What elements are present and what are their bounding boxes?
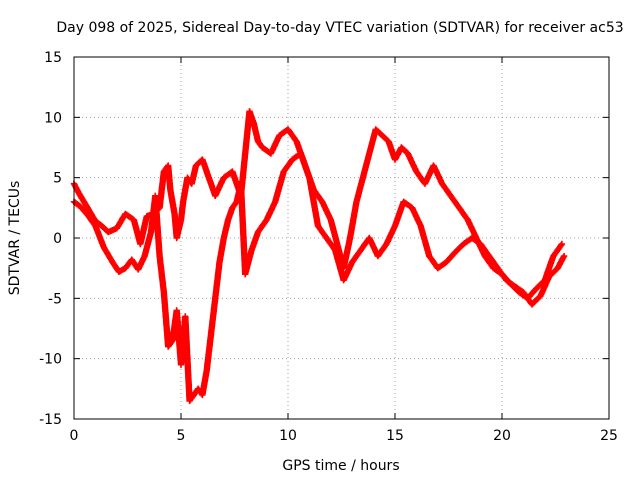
y-tick-label: 10 [44,110,62,126]
y-tick-label: 5 [53,171,62,187]
chart-title: Day 098 of 2025, Sidereal Day-to-day VTE… [56,20,623,36]
y-tick-label: 15 [44,50,62,66]
y-axis-label: SDTVAR / TECUs [7,181,23,296]
series-2-markers [70,150,568,405]
series-1-markers [70,108,566,302]
y-tick-label: -10 [39,352,62,368]
x-tick-label: 20 [493,428,511,444]
x-tick-label: 10 [279,428,297,444]
y-tick-label: 0 [53,231,62,247]
x-tick-label: 25 [600,428,618,444]
y-tick-label: -15 [39,412,62,428]
axis-ticks: 0 5 10 15 20 25 -15 -10 -5 0 5 10 15 [39,50,618,444]
grid [74,57,609,419]
x-tick-label: 15 [386,428,404,444]
x-axis-label: GPS time / hours [282,458,399,474]
x-tick-label: 0 [70,428,79,444]
plot-series [70,108,568,405]
x-tick-label: 5 [177,428,186,444]
y-tick-label: -5 [48,291,62,307]
